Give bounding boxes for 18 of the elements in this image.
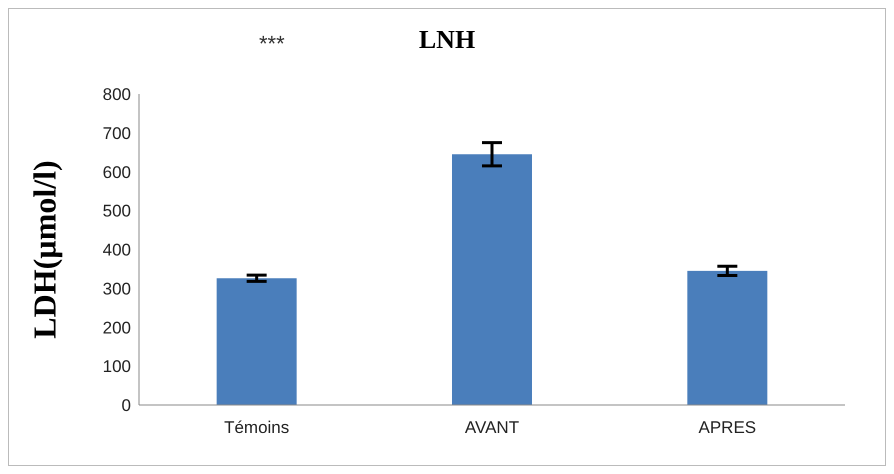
- y-axis-title: LDH(µmol/l): [26, 160, 62, 339]
- y-tick-label: 800: [102, 85, 131, 104]
- x-tick-label: Témoins: [224, 418, 290, 438]
- y-tick-label: 300: [102, 279, 131, 298]
- y-tick-label: 400: [102, 240, 131, 260]
- x-tick-label: AVANT: [464, 418, 520, 438]
- y-tick-label: 100: [102, 357, 131, 376]
- text: ***: [259, 31, 285, 57]
- x-tick-label: APRES: [698, 418, 756, 438]
- y-tick-label: 0: [122, 396, 131, 416]
- y-tick-label: 200: [102, 318, 131, 338]
- y-tick-label: 500: [102, 202, 131, 221]
- y-tick-label: 600: [102, 162, 131, 182]
- bar: [687, 270, 768, 405]
- y-tick-label: 700: [102, 124, 131, 143]
- bar: [216, 278, 297, 405]
- bar: [452, 154, 532, 405]
- chart-title: LNH: [418, 25, 476, 54]
